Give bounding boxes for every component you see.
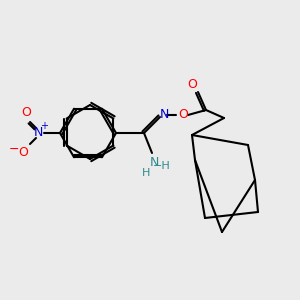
Text: O: O <box>21 106 31 118</box>
Text: N: N <box>159 107 169 121</box>
Text: N: N <box>149 157 159 169</box>
Text: O: O <box>187 79 197 92</box>
Text: H: H <box>142 168 150 178</box>
Text: −: − <box>9 142 19 155</box>
Text: O: O <box>18 146 28 158</box>
Text: +: + <box>40 121 48 131</box>
Text: O: O <box>178 107 188 121</box>
Text: −H: −H <box>153 161 171 171</box>
Text: N: N <box>33 125 43 139</box>
